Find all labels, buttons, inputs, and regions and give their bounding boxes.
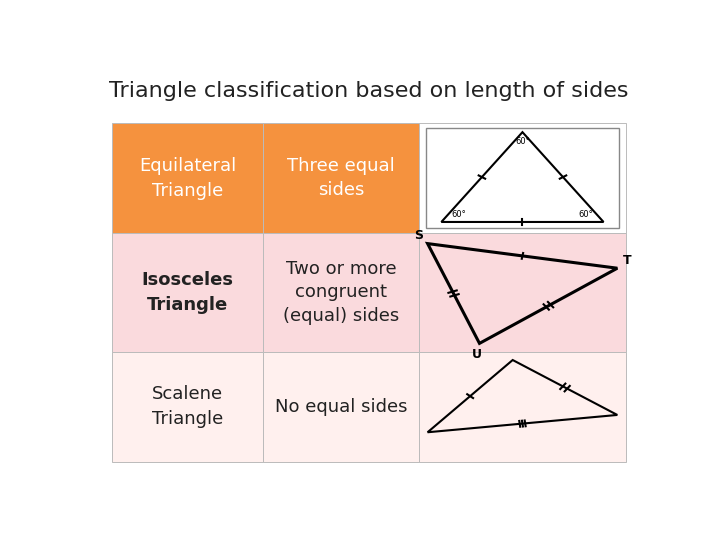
Text: Scalene
Triangle: Scalene Triangle (152, 386, 223, 428)
Text: Equilateral
Triangle: Equilateral Triangle (139, 157, 236, 200)
Bar (263, 352, 419, 462)
Text: T: T (623, 254, 631, 267)
Bar (419, 352, 626, 462)
Bar (263, 233, 419, 352)
Text: S: S (414, 228, 423, 241)
Text: Triangle classification based on length of sides: Triangle classification based on length … (109, 82, 629, 102)
Bar (112, 123, 263, 233)
Text: Isosceles
Triangle: Isosceles Triangle (142, 271, 234, 314)
Text: 60°: 60° (515, 137, 530, 146)
Bar (426, 128, 619, 228)
Text: Three equal
sides: Three equal sides (287, 157, 395, 199)
Bar (263, 123, 419, 233)
Text: U: U (472, 348, 482, 361)
Text: No equal sides: No equal sides (275, 398, 408, 416)
Text: 60°: 60° (451, 210, 466, 219)
Text: 60°: 60° (579, 210, 593, 219)
Bar (112, 233, 263, 352)
Bar (419, 233, 626, 352)
Bar (419, 123, 626, 233)
Text: Two or more
congruent
(equal) sides: Two or more congruent (equal) sides (283, 260, 399, 325)
Bar (112, 352, 263, 462)
